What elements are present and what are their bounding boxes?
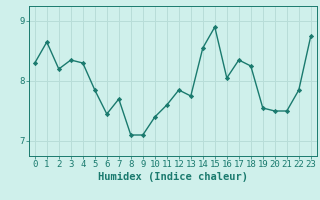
X-axis label: Humidex (Indice chaleur): Humidex (Indice chaleur) [98,172,248,182]
